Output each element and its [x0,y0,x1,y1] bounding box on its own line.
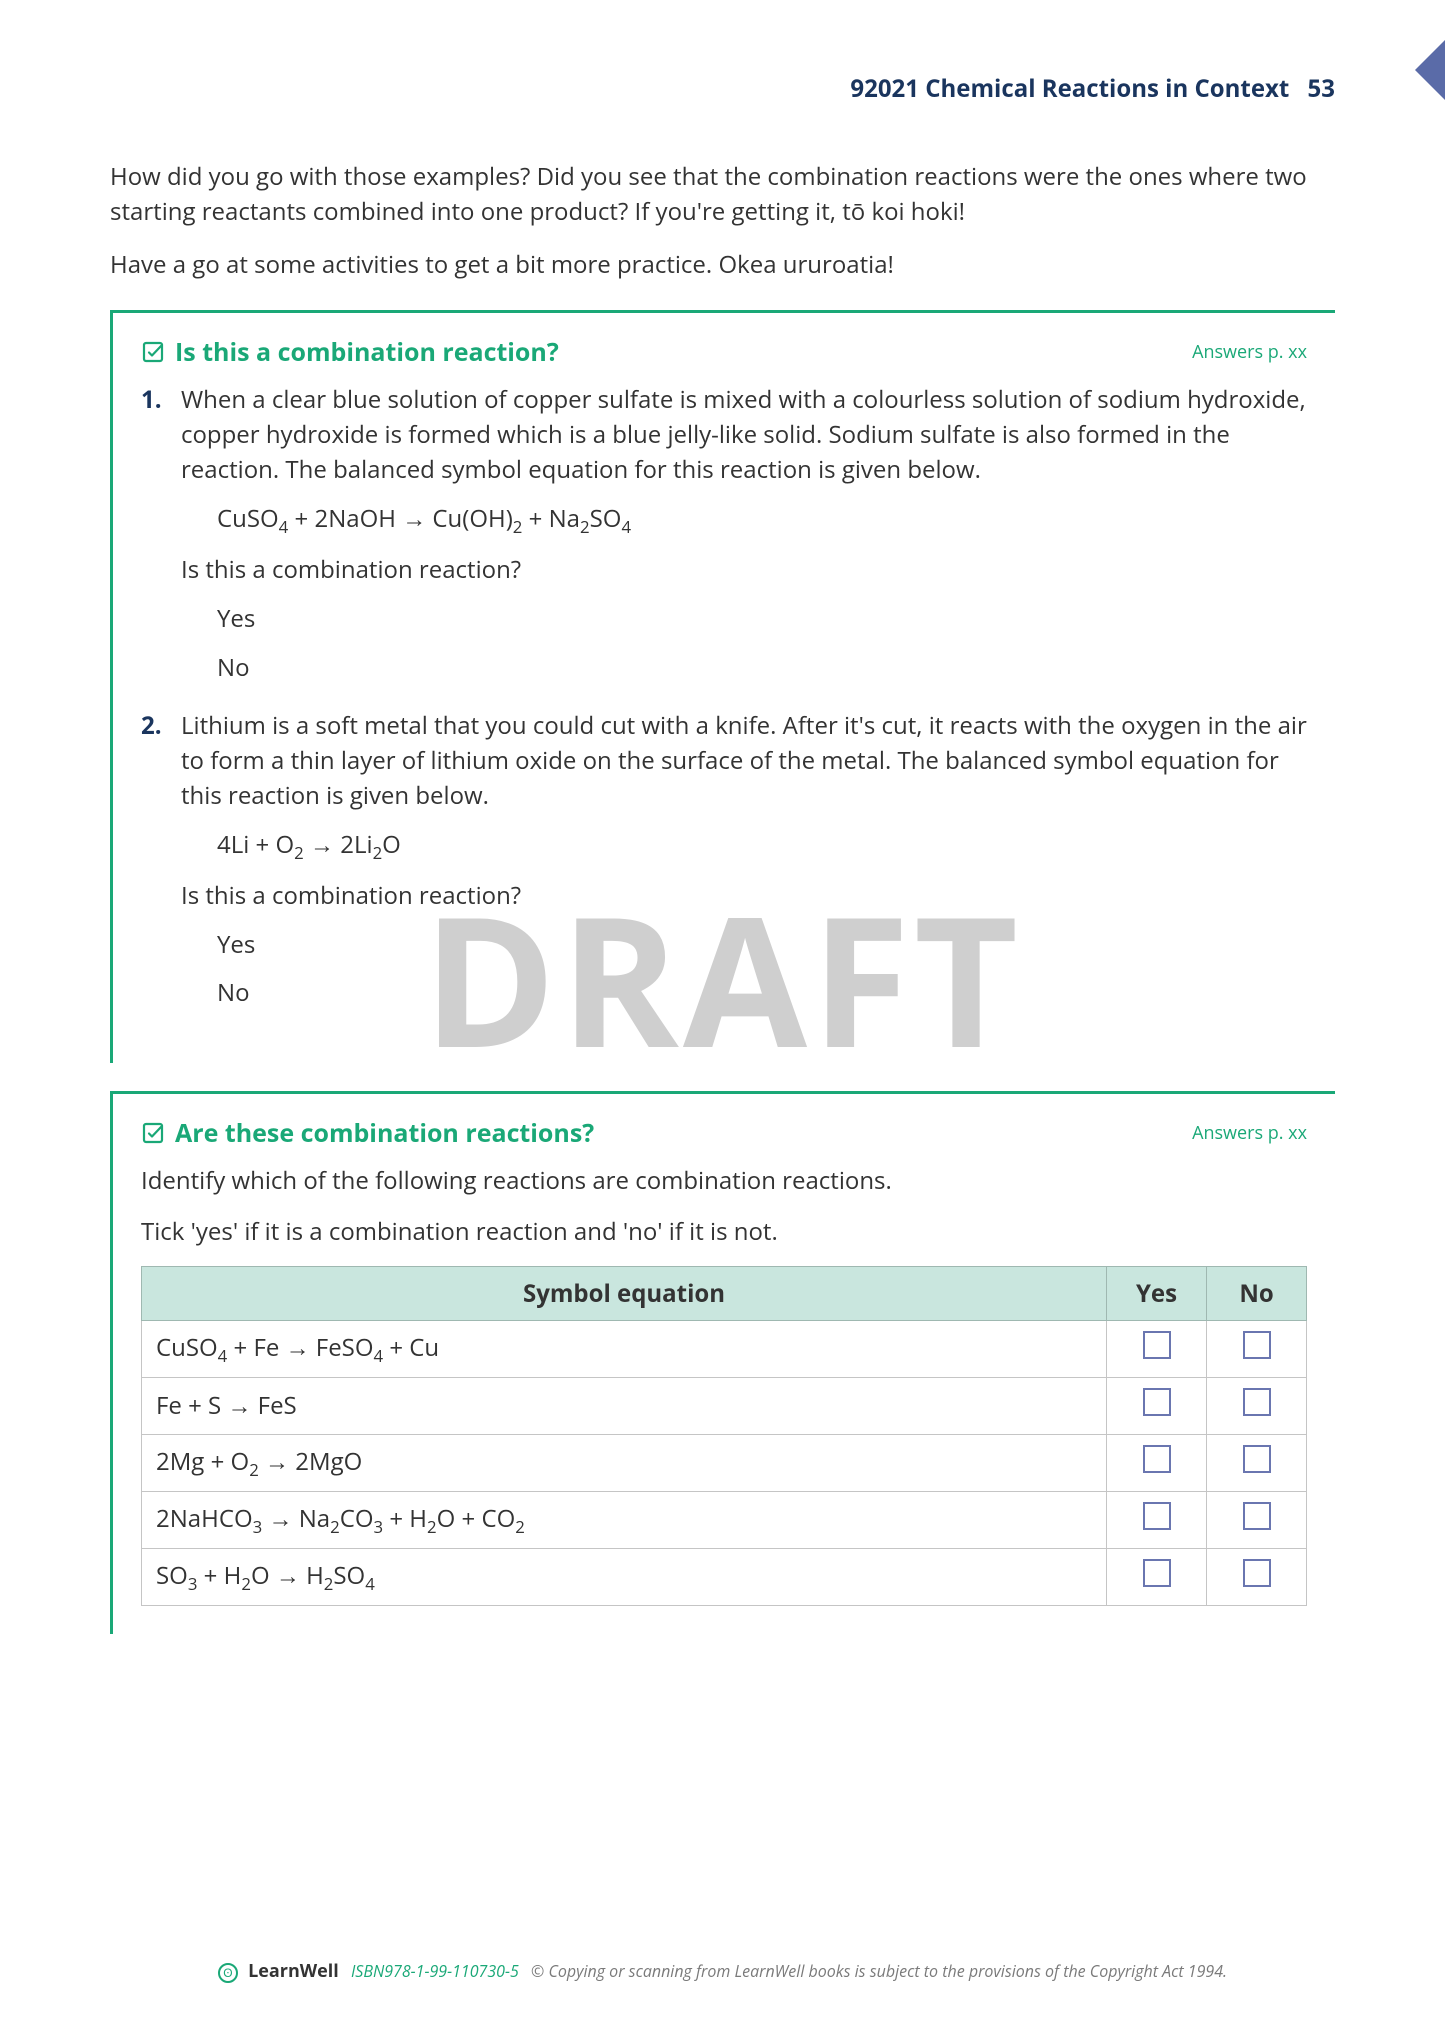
question-1-equation: CuSO4 + 2NaOH → Cu(OH)2 + Na2SO4 [217,502,1307,539]
table-header-equation: Symbol equation [142,1266,1107,1320]
equation-cell: CuSO4 + Fe → FeSO4 + Cu [142,1320,1107,1377]
intro-paragraph-1: How did you go with those examples? Did … [110,160,1335,230]
intro-paragraph-2: Have a go at some activities to get a bi… [110,248,1335,283]
equation-cell: Fe + S → FeS [142,1377,1107,1434]
course-title: Chemical Reactions in Context [925,72,1289,105]
activity-box-2: Are these combination reactions? Answers… [110,1091,1335,1634]
question-2-option-no[interactable]: No [217,976,1307,1011]
check-square-icon [141,1121,165,1145]
activity-2-title-text: Are these combination reactions? [175,1116,594,1150]
table-row: Fe + S → FeS [142,1377,1307,1434]
checkbox-yes[interactable] [1143,1388,1171,1416]
footer-isbn: ISBN978-1-99-110730-5 [351,1960,519,1982]
question-2-number: 2. [141,709,167,1025]
checkbox-yes[interactable] [1143,1502,1171,1530]
intro-text: How did you go with those examples? Did … [110,160,1335,282]
table-row: 2NaHCO3 → Na2CO3 + H2O + CO2 [142,1491,1307,1548]
question-2: 2. Lithium is a soft metal that you coul… [141,709,1307,1025]
question-1-option-no[interactable]: No [217,651,1307,686]
checkbox-no[interactable] [1243,1502,1271,1530]
activity-1-answers-ref: Answers p. xx [1192,340,1307,364]
question-1-text: When a clear blue solution of copper sul… [181,383,1307,487]
question-2-equation: 4Li + O2 → 2Li2O [217,828,1307,865]
reactions-table: Symbol equation Yes No CuSO4 + Fe → FeSO… [141,1266,1307,1606]
equation-cell: 2Mg + O2 → 2MgO [142,1434,1107,1491]
reactions-table-body: CuSO4 + Fe → FeSO4 + Cu Fe + S → FeS 2Mg… [142,1320,1307,1605]
footer-brand: LearnWell [248,1959,339,1983]
page-number: 53 [1308,72,1335,105]
table-header-no: No [1207,1266,1307,1320]
activity-2-instruction-2: Tick 'yes' if it is a combination reacti… [141,1215,1307,1250]
activity-2-title: Are these combination reactions? [141,1116,594,1150]
question-1: 1. When a clear blue solution of copper … [141,383,1307,699]
page-corner-tab [1415,40,1445,100]
course-code: 92021 [850,72,919,105]
table-row: 2Mg + O2 → 2MgO [142,1434,1307,1491]
learnwell-logo-icon: ʘ [218,1963,238,1983]
page-footer: ʘ LearnWell ISBN978-1-99-110730-5 © Copy… [0,1959,1445,1983]
checkbox-no[interactable] [1243,1559,1271,1587]
question-1-prompt: Is this a combination reaction? [181,553,1307,588]
table-header-yes: Yes [1107,1266,1207,1320]
checkbox-yes[interactable] [1143,1559,1171,1587]
question-2-prompt: Is this a combination reaction? [181,879,1307,914]
table-row: CuSO4 + Fe → FeSO4 + Cu [142,1320,1307,1377]
question-2-option-yes[interactable]: Yes [217,928,1307,963]
checkbox-yes[interactable] [1143,1331,1171,1359]
activity-1-title-text: Is this a combination reaction? [175,335,559,369]
checkbox-no[interactable] [1243,1445,1271,1473]
activity-2-instruction-1: Identify which of the following reaction… [141,1164,1307,1199]
checkbox-no[interactable] [1243,1388,1271,1416]
checkbox-yes[interactable] [1143,1445,1171,1473]
running-header: 92021 Chemical Reactions in Context 53 [850,72,1335,105]
footer-copyright: © Copying or scanning from LearnWell boo… [531,1960,1227,1982]
question-1-number: 1. [141,383,167,699]
checkbox-no[interactable] [1243,1331,1271,1359]
question-1-option-yes[interactable]: Yes [217,602,1307,637]
question-2-text: Lithium is a soft metal that you could c… [181,709,1307,813]
activity-1-title: Is this a combination reaction? [141,335,559,369]
check-square-icon [141,340,165,364]
equation-cell: SO3 + H2O → H2SO4 [142,1548,1107,1605]
table-row: SO3 + H2O → H2SO4 [142,1548,1307,1605]
activity-2-answers-ref: Answers p. xx [1192,1121,1307,1145]
equation-cell: 2NaHCO3 → Na2CO3 + H2O + CO2 [142,1491,1107,1548]
activity-box-1: Is this a combination reaction? Answers … [110,310,1335,1063]
